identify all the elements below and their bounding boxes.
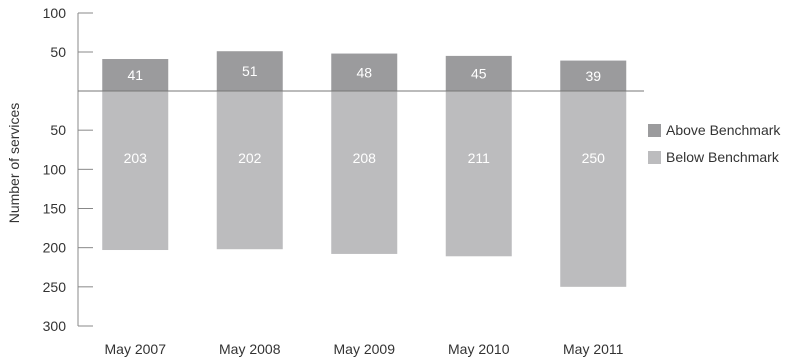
bar-value-label: 48 [356, 64, 372, 80]
x-tick-label: May 2010 [448, 341, 510, 357]
legend-swatch [648, 124, 661, 137]
y-tick-label: 300 [43, 318, 67, 334]
bar-value-label: 51 [242, 63, 258, 79]
legend-label: Below Benchmark [666, 149, 780, 165]
bar-below-benchmark [445, 91, 512, 257]
bar-above-benchmark [445, 55, 512, 91]
bar-below-benchmark [560, 91, 627, 287]
bar-value-label: 211 [468, 150, 491, 166]
bar-value-label: 202 [238, 150, 262, 166]
bar-above-benchmark [331, 53, 398, 91]
bar-above-benchmark [216, 51, 283, 91]
y-tick-label: 50 [50, 44, 66, 60]
bar-above-benchmark [102, 59, 169, 91]
bar-below-benchmark [216, 91, 283, 250]
y-tick-label: 200 [43, 240, 67, 256]
y-tick-label: 50 [50, 122, 66, 138]
axis-group: 100 50 50 100 150 200 250 300 [43, 5, 93, 334]
y-tick-label: 100 [43, 5, 67, 21]
y-tick-label: 100 [43, 161, 67, 177]
bar-above-benchmark [560, 60, 627, 91]
bar-value-label: 39 [585, 68, 601, 84]
legend-label: Above Benchmark [666, 122, 781, 138]
bar-value-label: 41 [127, 67, 143, 83]
x-tick-label: May 2007 [105, 341, 167, 357]
bars-group [102, 51, 627, 287]
labels-group: 203 41 May 2007 202 51 May 2008 208 48 May 2009 2… [78, 63, 644, 357]
x-tick-label: May 2008 [219, 341, 281, 357]
x-tick-label: May 2011 [563, 341, 624, 357]
legend: Above Benchmark Below Benchmark [648, 122, 781, 165]
y-tick-label: 250 [43, 279, 67, 295]
legend-swatch [648, 151, 661, 164]
bar-below-benchmark [102, 91, 169, 251]
bar-value-label: 203 [124, 150, 148, 166]
y-tick-label: 150 [43, 201, 67, 217]
y-axis-title: Number of services [6, 103, 22, 224]
x-tick-label: May 2009 [334, 341, 396, 357]
bar-below-benchmark [331, 91, 398, 254]
bar-value-label: 250 [582, 150, 606, 166]
bar-value-label: 45 [471, 65, 487, 81]
bar-value-label: 208 [353, 150, 377, 166]
